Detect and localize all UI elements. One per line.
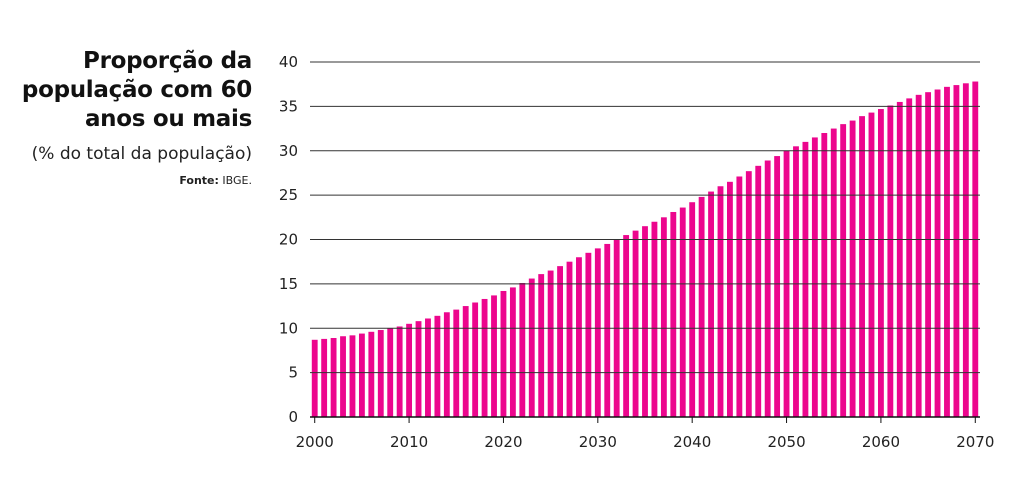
bar-2028: [576, 257, 582, 417]
x-tick-label: 2010: [390, 433, 428, 451]
x-tick-label: 2040: [673, 433, 711, 451]
bar-2033: [623, 235, 630, 417]
bar-2018: [481, 298, 488, 417]
bar-2006: [368, 331, 375, 417]
bar-2062: [896, 101, 903, 417]
y-tick-label: 30: [279, 142, 298, 160]
bar-2002: [330, 338, 337, 417]
bar-2056: [840, 124, 847, 418]
bar-2037: [660, 217, 667, 417]
source-label: Fonte:: [179, 174, 219, 187]
x-tick-label: 2070: [956, 433, 994, 451]
bar-2058: [859, 116, 865, 417]
y-tick-label: 5: [288, 364, 298, 382]
bar-2026: [557, 266, 563, 418]
title-block: Proporção da população com 60 anos ou ma…: [12, 47, 252, 187]
y-tick-label: 25: [279, 186, 298, 204]
bar-2009: [396, 326, 403, 417]
bar-2012: [425, 318, 431, 417]
bar-2027: [566, 261, 573, 417]
bar-2051: [793, 146, 799, 417]
x-tick-label: 2030: [579, 433, 617, 451]
bar-2031: [604, 243, 611, 417]
bar-2038: [670, 211, 677, 417]
bar-2025: [547, 270, 554, 417]
bar-2057: [849, 120, 856, 417]
bar-2064: [915, 94, 922, 417]
y-tick-label: 10: [279, 319, 298, 337]
bar-2035: [642, 226, 648, 417]
bar-2044: [727, 181, 733, 417]
source-note: Fonte: IBGE.: [12, 174, 252, 187]
bar-2041: [698, 196, 705, 417]
bar-2024: [538, 274, 545, 417]
bar-2019: [491, 295, 497, 417]
bar-2063: [906, 98, 913, 417]
bar-2059: [868, 112, 875, 417]
bar-2047: [755, 165, 762, 417]
bar-2007: [377, 330, 384, 417]
bar-2069: [962, 83, 969, 418]
chart-title: Proporção da população com 60 anos ou ma…: [21, 48, 252, 132]
bar-2020: [500, 290, 507, 417]
bar-2014: [443, 312, 450, 417]
source-value: IBGE.: [222, 174, 252, 187]
bar-2054: [821, 133, 828, 417]
y-tick-label: 35: [279, 97, 298, 115]
bar-2011: [415, 321, 422, 417]
bar-2067: [944, 86, 950, 417]
y-tick-label: 15: [279, 275, 298, 293]
bar-2021: [509, 287, 516, 417]
x-tick-label: 2020: [484, 433, 522, 451]
bar-2060: [877, 109, 884, 417]
x-tick-label: 2060: [862, 433, 900, 451]
bar-2034: [632, 230, 639, 418]
bar-2017: [472, 302, 479, 417]
y-tick-label: 20: [279, 231, 298, 249]
bar-2005: [358, 333, 365, 417]
x-tick-label: 2000: [296, 433, 334, 451]
x-tick-label: 2050: [767, 433, 805, 451]
y-tick-label: 40: [279, 53, 298, 71]
bar-2048: [764, 160, 771, 417]
bar-2016: [462, 306, 469, 417]
bar-2036: [651, 221, 658, 417]
bar-2013: [434, 315, 441, 417]
bar-2053: [811, 137, 818, 417]
bar-2015: [453, 309, 460, 417]
bar-2040: [689, 202, 696, 417]
chart-subtitle: (% do total da população): [31, 144, 252, 164]
bar-2000: [311, 339, 318, 417]
bar-2023: [528, 278, 535, 417]
bar-2049: [774, 156, 781, 417]
bar-2029: [585, 252, 592, 417]
bar-2004: [349, 335, 356, 417]
bar-2003: [340, 336, 346, 417]
bar-2030: [594, 248, 601, 418]
bar-2043: [717, 186, 724, 417]
bar-2070: [972, 81, 979, 417]
bar-2001: [321, 338, 328, 417]
bar-2066: [934, 89, 941, 417]
bar-2039: [679, 207, 686, 417]
bar-2046: [745, 171, 752, 417]
bar-2045: [736, 176, 743, 417]
bar-2055: [830, 128, 837, 417]
bar-2061: [887, 105, 894, 418]
bar-2010: [406, 323, 413, 417]
bar-2022: [519, 282, 526, 417]
bar-2052: [802, 141, 809, 418]
bar-2065: [925, 92, 932, 418]
y-tick-label: 0: [288, 408, 298, 426]
bar-2068: [953, 85, 960, 417]
bar-2042: [708, 191, 714, 417]
